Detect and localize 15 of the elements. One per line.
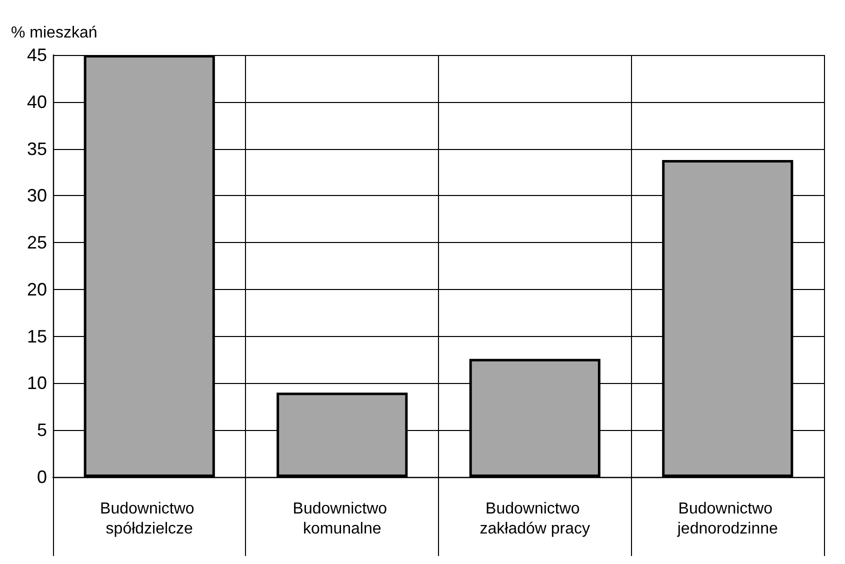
y-tick-label: 0 — [36, 467, 47, 487]
x-tick-label: Budownictwo zakładów pracy — [480, 500, 590, 538]
y-tick-label: 35 — [26, 138, 47, 159]
y-tick-label: 25 — [26, 232, 47, 253]
y-tick-label: 45 — [26, 45, 47, 65]
y-tick-label: 30 — [26, 186, 47, 206]
y-tick-label: 20 — [26, 279, 47, 300]
x-tick-label: Budownictwo komunalne — [292, 500, 392, 538]
x-tick-label: Budownictwo jednorodzinne — [676, 500, 778, 538]
x-tick-label: Budownictwo spółdzielcze — [100, 500, 199, 538]
y-tick-label: 10 — [26, 373, 47, 394]
y-tick-label: 15 — [26, 326, 47, 346]
y-axis-title: % mieszkań — [11, 24, 98, 42]
y-tick-label: 5 — [36, 420, 47, 440]
y-tick-label: 40 — [26, 92, 47, 112]
